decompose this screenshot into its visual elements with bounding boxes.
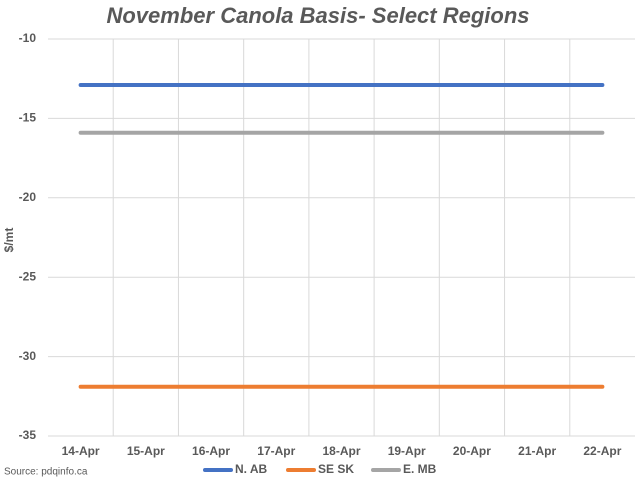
- x-tick-label: 21-Apr: [518, 444, 556, 458]
- source: Source: pdqinfo.ca: [4, 467, 88, 478]
- chart-title: November Canola Basis- Select Regions: [106, 3, 529, 28]
- x-tick-label: 20-Apr: [453, 444, 491, 458]
- y-tick-label: -10: [19, 31, 37, 45]
- y-tick-label: -30: [19, 349, 37, 363]
- y-tick-label: -15: [19, 111, 37, 125]
- x-tick-label: 19-Apr: [388, 444, 426, 458]
- legend-label: N. AB: [235, 462, 268, 476]
- y-tick-label: -20: [19, 190, 37, 204]
- x-tick-label: 17-Apr: [257, 444, 295, 458]
- y-tick-label: -25: [19, 269, 37, 283]
- x-tick-label: 16-Apr: [192, 444, 230, 458]
- legend-label: E. MB: [403, 462, 437, 476]
- x-tick-label: 15-Apr: [127, 444, 165, 458]
- y-tick-label: -35: [19, 428, 37, 442]
- legend-label: SE SK: [318, 462, 354, 476]
- y-axis-label: $/mt: [2, 228, 16, 253]
- x-tick-label: 18-Apr: [322, 444, 360, 458]
- x-tick-label: 22-Apr: [583, 444, 621, 458]
- x-tick-label: 14-Apr: [62, 444, 100, 458]
